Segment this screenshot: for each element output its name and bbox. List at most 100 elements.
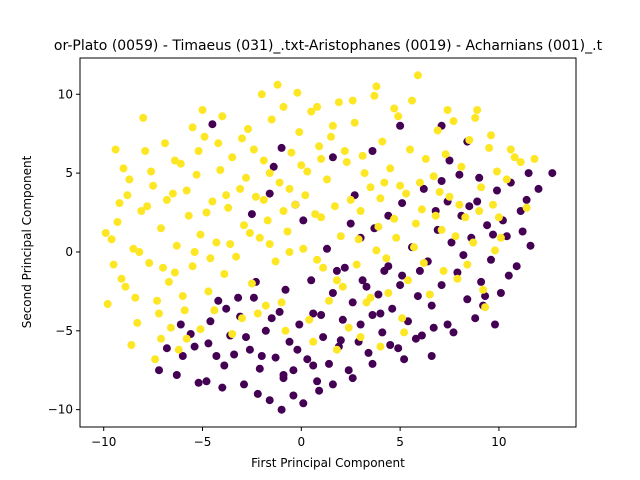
scatter-point: [427, 352, 436, 360]
scatter-point: [275, 178, 284, 187]
scatter-point: [411, 334, 420, 343]
scatter-point: [378, 137, 387, 146]
scatter-point: [147, 167, 156, 176]
scatter-point: [445, 156, 454, 165]
scatter-point: [172, 241, 181, 250]
scatter-point: [457, 162, 466, 171]
scatter-point: [325, 296, 333, 305]
scatter-point: [133, 318, 142, 327]
scatter-point: [317, 154, 326, 163]
scatter-point: [161, 139, 169, 148]
scatter-point: [398, 271, 407, 280]
scatter-point: [489, 230, 497, 239]
scatter-point: [380, 178, 389, 187]
scatter-point: [534, 184, 543, 193]
scatter-point: [465, 136, 474, 144]
y-tick-label: 10: [58, 87, 73, 101]
y-axis-label: Second Principal Component: [20, 155, 34, 328]
scatter-point: [408, 96, 416, 105]
y-tick-label: −5: [55, 324, 73, 338]
scatter-point: [433, 126, 442, 135]
scatter-point: [265, 189, 274, 198]
scatter-point: [390, 214, 399, 223]
scatter-point: [332, 276, 341, 285]
scatter-point: [449, 117, 458, 126]
points-layer: [101, 71, 557, 414]
scatter-point: [121, 282, 130, 291]
scatter-point: [178, 292, 187, 301]
scatter-point: [506, 145, 515, 154]
scatter-point: [218, 383, 227, 392]
scatter-point: [485, 143, 494, 152]
scatter-point: [309, 337, 318, 346]
scatter-point: [522, 195, 531, 204]
scatter-point: [279, 371, 288, 379]
scatter-point: [368, 359, 377, 368]
scatter-point: [477, 183, 486, 192]
scatter-point: [504, 271, 513, 280]
scatter-point: [400, 355, 409, 364]
scatter-point: [380, 266, 389, 275]
scatter-point: [374, 222, 383, 231]
scatter-point: [265, 240, 274, 249]
scatter-point: [315, 142, 324, 151]
scatter-point: [315, 386, 324, 395]
scatter-point: [162, 195, 171, 204]
scatter-point: [516, 207, 525, 215]
scatter-point: [319, 263, 328, 272]
scatter-point: [489, 200, 497, 209]
scatter-point: [396, 121, 405, 130]
scatter-point: [368, 147, 377, 155]
scatter-point: [155, 366, 163, 375]
scatter-point: [295, 320, 304, 329]
scatter-point: [332, 266, 341, 275]
scatter-point: [242, 333, 250, 342]
scatter-point: [222, 304, 231, 313]
scatter-point: [471, 113, 480, 122]
scatter-point: [204, 339, 213, 348]
scatter-point: [273, 80, 282, 89]
scatter-point: [297, 161, 306, 170]
scatter-point: [295, 128, 304, 137]
scatter-point: [328, 153, 337, 162]
scatter-point: [524, 169, 533, 178]
scatter-point: [491, 320, 499, 329]
scatter-point: [277, 143, 286, 152]
scatter-point: [285, 184, 294, 193]
scatter-point: [162, 344, 171, 353]
scatter-point: [170, 268, 179, 277]
scatter-point: [370, 91, 379, 100]
scatter-point: [404, 276, 412, 285]
scatter-point: [376, 342, 385, 351]
scatter-point: [453, 274, 462, 283]
scatter-point: [287, 148, 296, 157]
scatter-point: [475, 207, 484, 215]
scatter-point: [238, 134, 246, 143]
scatter-point: [342, 158, 351, 167]
scatter-point: [230, 350, 239, 359]
scatter-point: [400, 328, 409, 337]
scatter-point: [413, 292, 422, 301]
scatter-point: [372, 82, 381, 91]
scatter-point: [327, 132, 335, 141]
scatter-point: [372, 246, 381, 255]
scatter-point: [224, 203, 233, 212]
plot-frame: [79, 57, 577, 428]
scatter-point: [348, 298, 357, 307]
scatter-point: [346, 219, 355, 228]
scatter-point: [299, 399, 308, 408]
scatter-point: [218, 112, 227, 121]
scatter-point: [366, 183, 375, 192]
scatter-point: [301, 191, 310, 200]
scatter-point: [496, 233, 505, 242]
scatter-point: [170, 156, 179, 165]
scatter-point: [214, 139, 223, 148]
scatter-point: [445, 192, 454, 201]
scatter-point: [402, 189, 411, 198]
scatter-point: [125, 175, 134, 184]
scatter-point: [518, 227, 527, 236]
scatter-point: [439, 266, 448, 275]
x-tick-label: −5: [194, 435, 212, 449]
scatter-point: [461, 213, 470, 222]
scatter-point: [394, 112, 403, 121]
